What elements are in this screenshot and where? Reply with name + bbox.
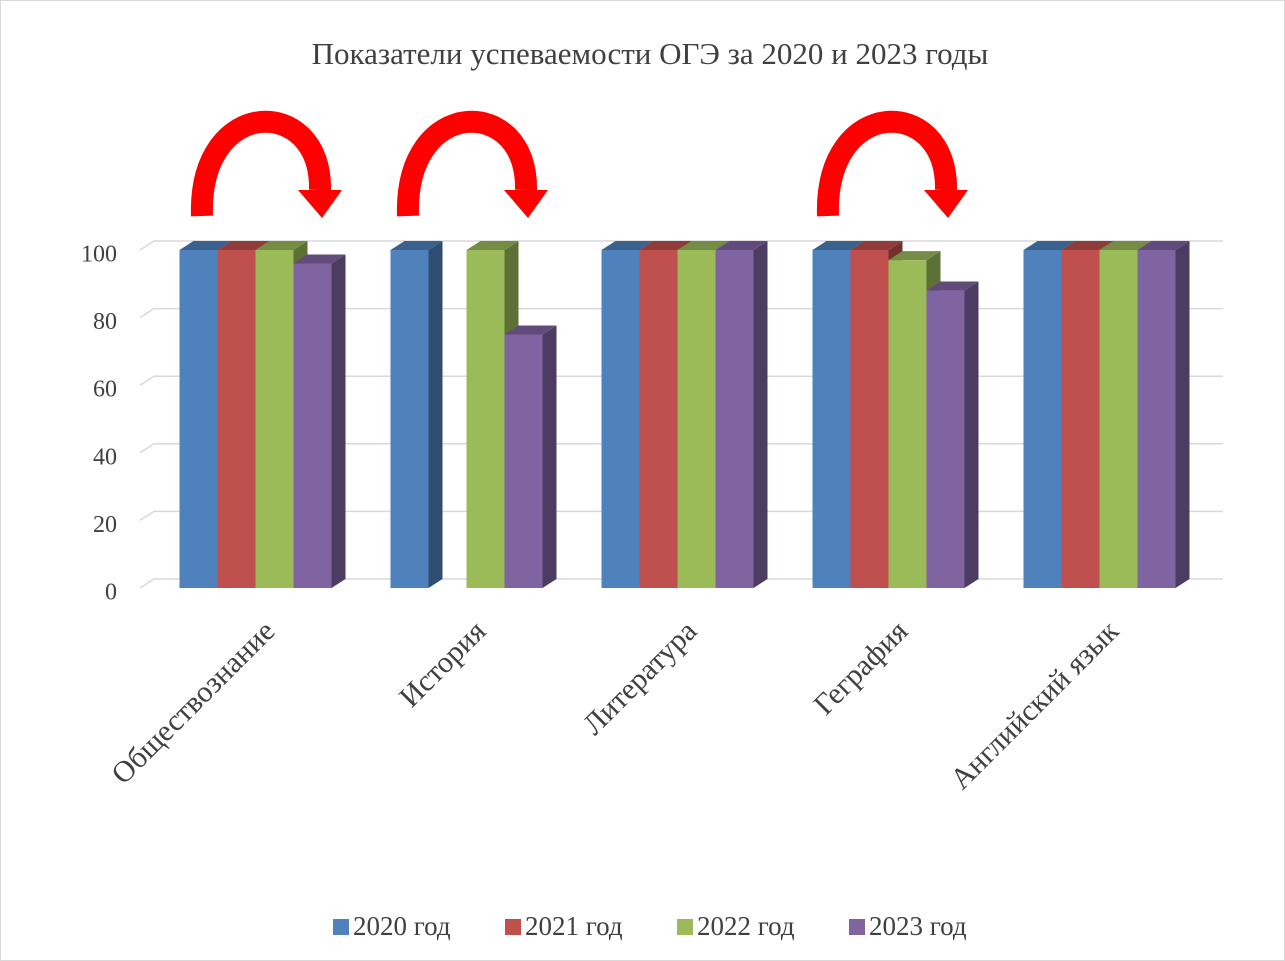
bar [293,263,332,588]
arrow-head [298,190,342,218]
bar [888,260,927,588]
bar-top [888,251,941,261]
bar-top [1023,241,1076,250]
y-tick-label: 0 [105,580,117,606]
bar-side [964,281,979,588]
bar [850,250,889,588]
arrow [190,110,332,217]
bar [1137,250,1176,588]
legend-swatch [333,919,349,935]
bar-top [715,241,768,250]
bar-top [1099,241,1152,250]
bar-top [926,281,979,291]
legend-label: 2023 год [869,911,967,941]
bar-top [217,241,270,250]
bar-top [850,241,903,250]
bar [677,250,716,588]
bar-top [1137,241,1190,250]
bar [504,334,543,588]
arrow [816,110,958,217]
legend-swatch [677,919,693,935]
bar [715,250,754,588]
y-tick-label: 100 [81,242,117,268]
bar-side [753,241,768,588]
bar [1061,250,1100,588]
bar-top [179,241,232,250]
bar [639,250,678,588]
arrow [396,110,538,217]
y-tick-label: 60 [93,377,117,403]
bar [812,250,851,588]
bar-top [293,254,346,264]
bar-top [504,325,557,335]
bar-top [1061,241,1114,250]
y-tick-label: 80 [93,309,117,335]
y-tick-label: 20 [93,512,117,538]
legend-swatch [849,919,865,935]
bar [601,250,640,588]
bar [179,250,218,588]
bar [1099,250,1138,588]
bar-top [639,241,692,250]
bar-top [812,241,865,250]
bar-side [428,241,443,588]
bar-top [677,241,730,250]
annotation-arrows [190,110,958,217]
arrow-heads [298,190,968,218]
bar-top [466,241,519,250]
bar-top [390,241,443,250]
arrow-head [504,190,548,218]
bar-side [1175,241,1190,588]
bar [217,250,256,588]
legend-label: 2020 год [353,911,451,941]
bar [926,290,965,588]
bar [255,250,294,588]
bar-side [542,325,557,588]
y-tick-label: 40 [93,444,117,470]
legend-label: 2022 год [697,911,795,941]
chart-title: Показатели успеваемости ОГЭ за 2020 и 20… [312,36,989,71]
arrow-head [924,190,968,218]
bar-top [601,241,654,250]
legend-swatch [505,919,521,935]
bar [466,250,505,588]
bar-top [255,241,308,250]
bar-side [331,254,346,588]
legend-label: 2021 год [525,911,623,941]
bar [1023,250,1062,588]
bar [390,250,429,588]
